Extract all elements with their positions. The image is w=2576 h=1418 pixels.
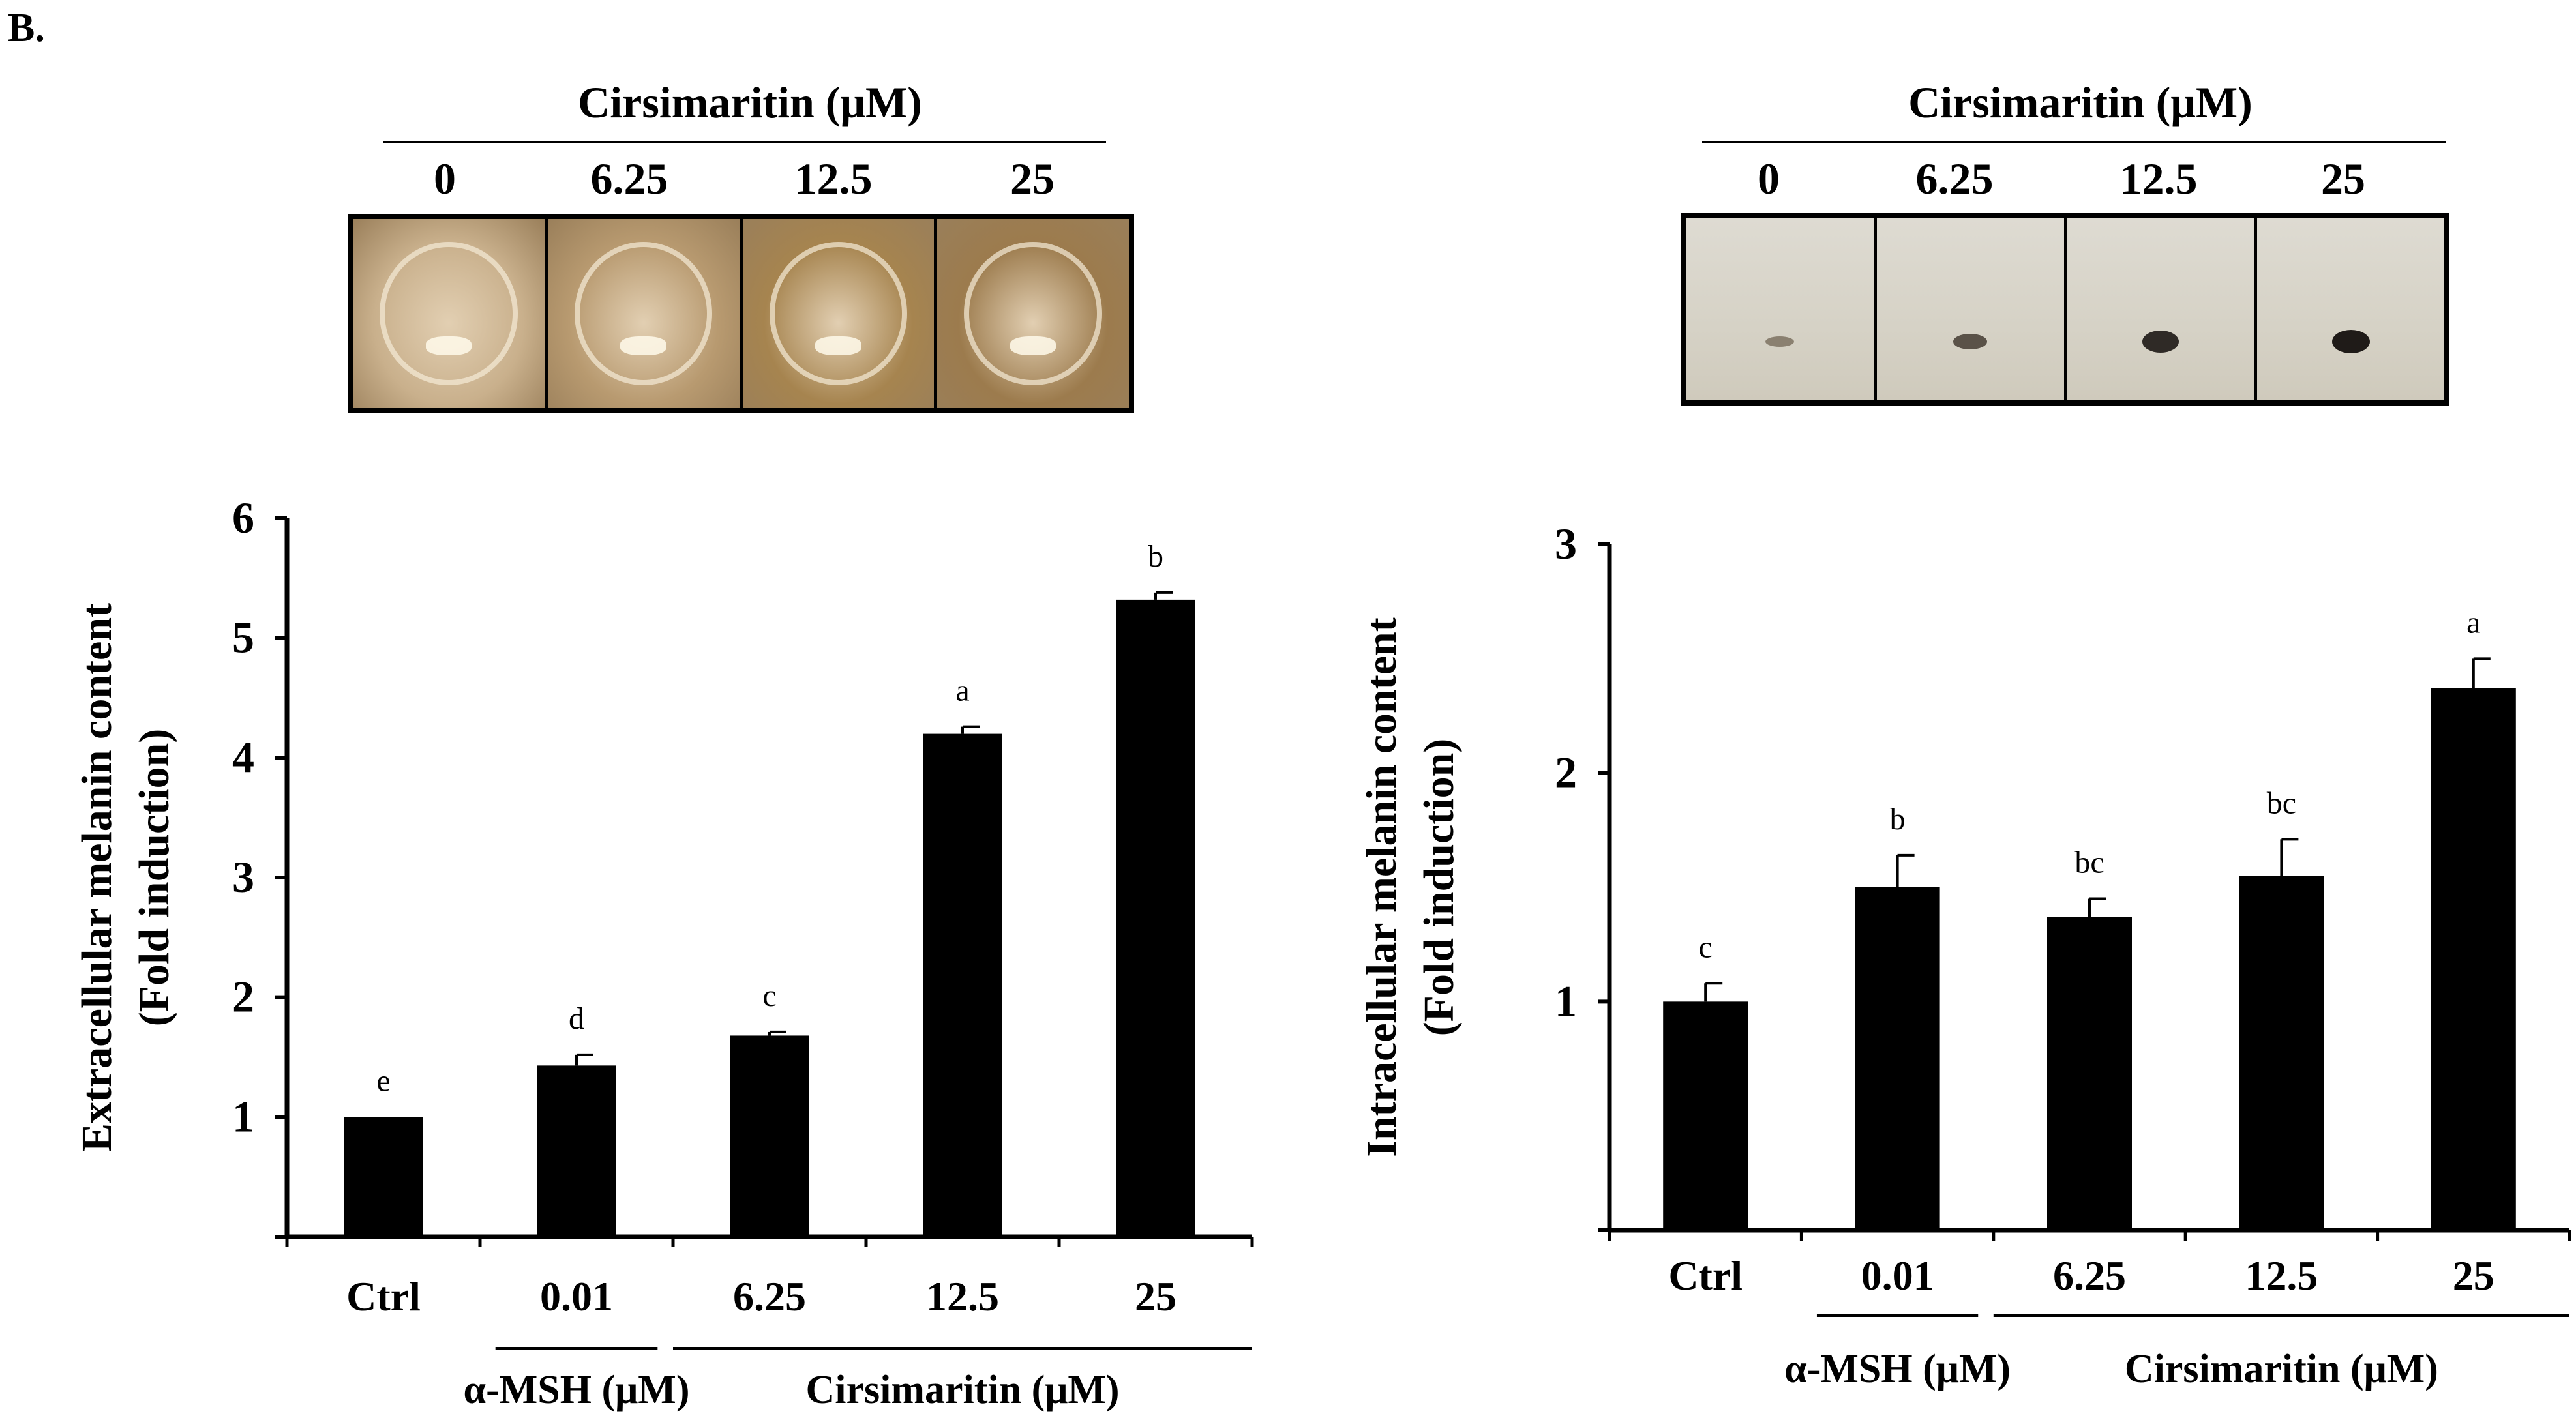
category-label: Ctrl (1668, 1252, 1743, 1299)
right-conc-label: 25 (2321, 154, 2365, 203)
bar (344, 1117, 423, 1237)
right-image-header: Cirsimaritin (μM) (1908, 78, 2253, 127)
significance-letter: b (1148, 539, 1163, 574)
cell-pellet (2331, 330, 2370, 354)
y-tick-label: 2 (232, 972, 254, 1022)
significance-letter: bc (2074, 846, 2104, 880)
category-label: 12.5 (926, 1273, 999, 1320)
left-conc-label: 0 (434, 154, 456, 203)
bar (2047, 917, 2132, 1230)
y-tick-label: 6 (232, 493, 254, 542)
right-conc-label: 0 (1758, 154, 1780, 203)
y-axis-label: (Fold induction) (130, 729, 178, 1027)
cell-pellet (1953, 334, 1988, 350)
significance-letter: a (955, 673, 969, 708)
plate-well (353, 219, 548, 408)
right-image-header-rule (1702, 141, 2446, 143)
right-conc-label: 12.5 (2119, 154, 2198, 203)
significance-letter: b (1890, 802, 1906, 836)
left-conc-label: 12.5 (794, 154, 873, 203)
cell-pellet-image (1681, 213, 2449, 406)
significance-letter: d (569, 1001, 584, 1036)
plate-well-image (348, 214, 1134, 413)
category-label: 25 (1135, 1273, 1176, 1320)
right-conc-label: 6.25 (1915, 154, 1994, 203)
category-label: 6.25 (2053, 1252, 2126, 1299)
bar (730, 1035, 809, 1237)
category-label: 0.01 (1861, 1252, 1934, 1299)
plate-well (742, 219, 938, 408)
bar (537, 1065, 616, 1237)
significance-letter: c (1699, 930, 1713, 964)
y-tick-label: 3 (232, 852, 254, 902)
y-tick-label: 2 (1555, 748, 1577, 797)
group-label: α-MSH (μM) (1784, 1347, 2011, 1391)
bar (2239, 876, 2324, 1230)
pellet-tube (1686, 218, 1877, 400)
significance-letter: e (376, 1063, 390, 1098)
pellet-tube (2257, 218, 2444, 400)
category-label: 12.5 (2245, 1252, 2318, 1299)
y-tick-label: 1 (232, 1091, 254, 1141)
category-label: 25 (2453, 1252, 2494, 1299)
group-label: α-MSH (μM) (464, 1368, 690, 1412)
y-tick-label: 5 (232, 613, 254, 662)
plate-well (547, 219, 743, 408)
left-conc-label: 6.25 (590, 154, 668, 203)
pellet-tube (1876, 218, 2067, 400)
cell-pellet (2142, 331, 2179, 353)
panel-label: B. (8, 6, 45, 50)
left-image-header-rule (383, 141, 1106, 143)
y-axis-label: Intracellular melanin content (1358, 617, 1405, 1157)
bar (923, 733, 1002, 1237)
y-tick-label: 1 (1555, 976, 1577, 1026)
left-conc-label: 25 (1010, 154, 1055, 203)
category-label: 6.25 (733, 1273, 806, 1320)
significance-letter: bc (2267, 786, 2296, 820)
left-image-header: Cirsimaritin (μM) (578, 78, 922, 127)
y-axis-label: Extracellular melanin content (73, 603, 121, 1152)
plate-well (937, 219, 1129, 408)
y-tick-label: 3 (1555, 519, 1577, 569)
significance-letter: c (762, 979, 776, 1013)
cell-pellet (1765, 336, 1795, 347)
y-tick-label: 4 (232, 732, 254, 782)
category-label: 0.01 (540, 1273, 613, 1320)
significance-letter: a (2466, 605, 2480, 640)
bar (1855, 887, 1940, 1230)
category-label: Ctrl (346, 1273, 421, 1320)
bar (2431, 688, 2516, 1230)
group-label: Cirsimaritin (μM) (805, 1368, 1119, 1412)
bar (1663, 1001, 1748, 1230)
group-label: Cirsimaritin (μM) (2125, 1347, 2438, 1391)
y-axis-label: (Fold induction) (1415, 739, 1463, 1037)
bar (1116, 599, 1195, 1237)
pellet-tube (2067, 218, 2258, 400)
